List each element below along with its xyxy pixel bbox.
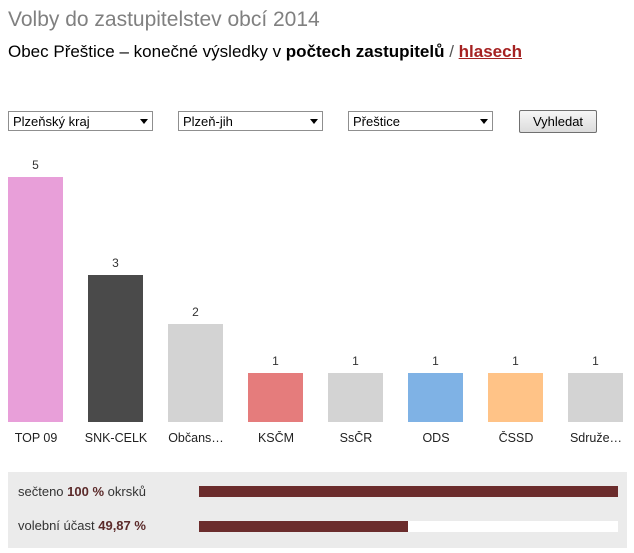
- counted-label: sečteno 100 % okrsků: [18, 484, 146, 499]
- district-select[interactable]: Plzeň-jih: [178, 111, 323, 131]
- turnout-label: volební účast 49,87 %: [18, 518, 146, 533]
- bar-value-label: 5: [32, 158, 39, 172]
- votes-mode-link[interactable]: hlasech: [458, 42, 522, 61]
- bar[interactable]: [168, 324, 223, 422]
- bar[interactable]: [88, 275, 143, 422]
- bar[interactable]: [248, 373, 303, 422]
- turnout-value: 49,87 %: [98, 518, 146, 533]
- bar[interactable]: [328, 373, 383, 422]
- bar[interactable]: [408, 373, 463, 422]
- page-title: Volby do zastupitelstev obcí 2014: [8, 8, 320, 31]
- party-label: Sdruže…: [569, 431, 623, 445]
- party-label: ODS: [422, 431, 450, 445]
- party-label: TOP 09: [14, 431, 58, 445]
- counted-progress-bar: [199, 486, 618, 497]
- bar-value-label: 1: [592, 354, 599, 368]
- municipality-select-value: Přeštice: [353, 114, 400, 129]
- turnout-progress-fill: [199, 521, 408, 532]
- counted-progress-fill: [199, 486, 618, 497]
- bar[interactable]: [8, 177, 63, 422]
- counted-value: 100 %: [67, 484, 105, 499]
- subtitle-prefix: Obec Přeštice – konečné výsledky v: [8, 42, 286, 61]
- party-label: KSČM: [257, 431, 295, 445]
- bar-value-label: 1: [272, 354, 279, 368]
- bar-value-label: 3: [112, 256, 119, 270]
- bar-value-label: 1: [352, 354, 359, 368]
- district-select-value: Plzeň-jih: [183, 114, 233, 129]
- region-select[interactable]: Plzeňský kraj: [8, 111, 153, 131]
- party-label: ČSSD: [498, 431, 534, 445]
- chevron-down-icon: [480, 119, 488, 124]
- party-label: SsČR: [339, 431, 373, 445]
- subtitle-seats-mode: počtech zastupitelů: [285, 42, 445, 61]
- municipality-select[interactable]: Přeštice: [348, 111, 493, 131]
- party-label: SNK-CELK: [84, 431, 148, 445]
- turnout-progress-bar: [199, 521, 618, 532]
- counting-status-panel: sečteno 100 % okrsků volební účast 49,87…: [8, 472, 627, 548]
- search-button[interactable]: Vyhledat: [519, 110, 597, 133]
- page-subtitle: Obec Přeštice – konečné výsledky v počte…: [8, 42, 522, 62]
- party-label: Občans…: [168, 431, 224, 445]
- region-select-value: Plzeňský kraj: [13, 114, 90, 129]
- chevron-down-icon: [310, 119, 318, 124]
- bar[interactable]: [568, 373, 623, 422]
- bar[interactable]: [488, 373, 543, 422]
- bar-value-label: 1: [432, 354, 439, 368]
- bar-value-label: 2: [192, 305, 199, 319]
- chevron-down-icon: [140, 119, 148, 124]
- subtitle-separator: /: [444, 42, 459, 61]
- bar-value-label: 1: [512, 354, 519, 368]
